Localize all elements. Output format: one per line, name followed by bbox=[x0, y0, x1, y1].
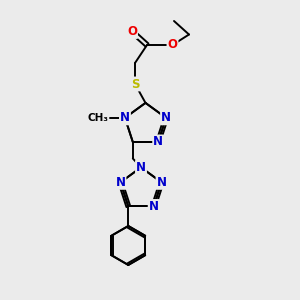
Text: N: N bbox=[149, 200, 159, 213]
Text: CH₃: CH₃ bbox=[88, 113, 109, 123]
Text: N: N bbox=[157, 176, 166, 189]
Text: N: N bbox=[136, 161, 146, 174]
Text: N: N bbox=[120, 111, 130, 124]
Text: O: O bbox=[167, 38, 178, 52]
Text: N: N bbox=[153, 136, 163, 148]
Text: O: O bbox=[127, 25, 137, 38]
Text: N: N bbox=[161, 111, 171, 124]
Text: N: N bbox=[116, 176, 125, 189]
Text: S: S bbox=[131, 77, 139, 91]
